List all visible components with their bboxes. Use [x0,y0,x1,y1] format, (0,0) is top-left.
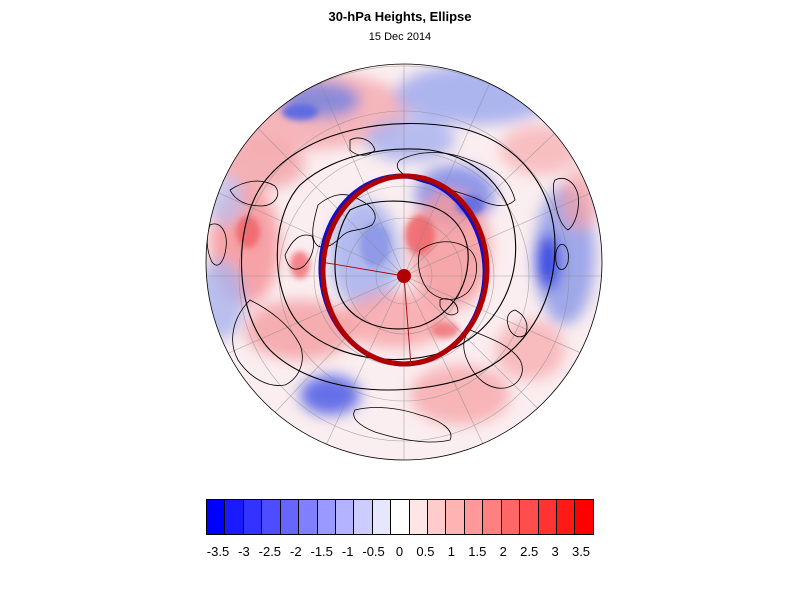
ellipse-minor-axis [403,275,412,367]
anomaly-detail [236,104,484,338]
colorbar-swatch [243,500,263,534]
colorbar-swatch [391,500,410,534]
graticule [206,64,602,460]
ellipse-major-axis [320,261,405,277]
chart-subtitle: 15 Dec 2014 [368,31,432,43]
colorbar-swatch [372,500,392,534]
colorbar-label: -2.5 [258,544,282,559]
colorbar-label: 1 [447,544,455,559]
colorbar-swatch [520,500,539,534]
colorbar-swatch [280,500,300,534]
colorbar-swatch [354,500,373,534]
colorbar-swatch [335,500,355,534]
colorbar-swatch [464,500,484,534]
chart-title: 30-hPa Heights, Ellipse [328,9,472,24]
colorbar-swatch [538,500,558,534]
colorbar-label: -3 [238,544,250,559]
colorbar-label: -2 [290,544,302,559]
ellipse-center [397,269,411,283]
colorbar-swatch [446,500,465,534]
colorbar-label: -1 [341,544,354,559]
colorbar-swatch [262,500,281,534]
colorbar-swatch [501,500,521,534]
colorbar-label: 2.5 [520,544,539,559]
colorbar-label: 1.5 [468,544,487,559]
colorbar [206,499,594,535]
colorbar-label: 0.5 [416,544,435,559]
colorbar-swatch [575,500,593,534]
colorbar-label: 2 [499,544,507,559]
colorbar-swatch [317,500,336,534]
colorbar-swatch [207,500,226,534]
height-contours [241,123,556,391]
ellipse-red [320,173,490,367]
colorbar-labels: -3.5 -3 -2.5 -2 -1.5 -1 -0.5 0 0.5 1 1.5 2 2.5 3 3.5 [0,544,800,562]
colorbar-label: 3 [551,544,559,559]
colorbar-label: -3.5 [206,544,230,559]
colorbar-swatch [428,500,447,534]
colorbar-label: 0 [395,544,404,559]
colorbar-label: 3.5 [571,544,591,559]
colorbar-swatch [225,500,244,534]
colorbar-swatch [483,500,502,534]
colorbar-swatch [409,500,429,534]
colorbar-swatch [299,500,318,534]
map-outline [205,63,603,461]
colorbar-swatch [557,500,576,534]
colorbar-label: -0.5 [362,544,385,559]
colorbar-label: -1.5 [310,544,333,559]
